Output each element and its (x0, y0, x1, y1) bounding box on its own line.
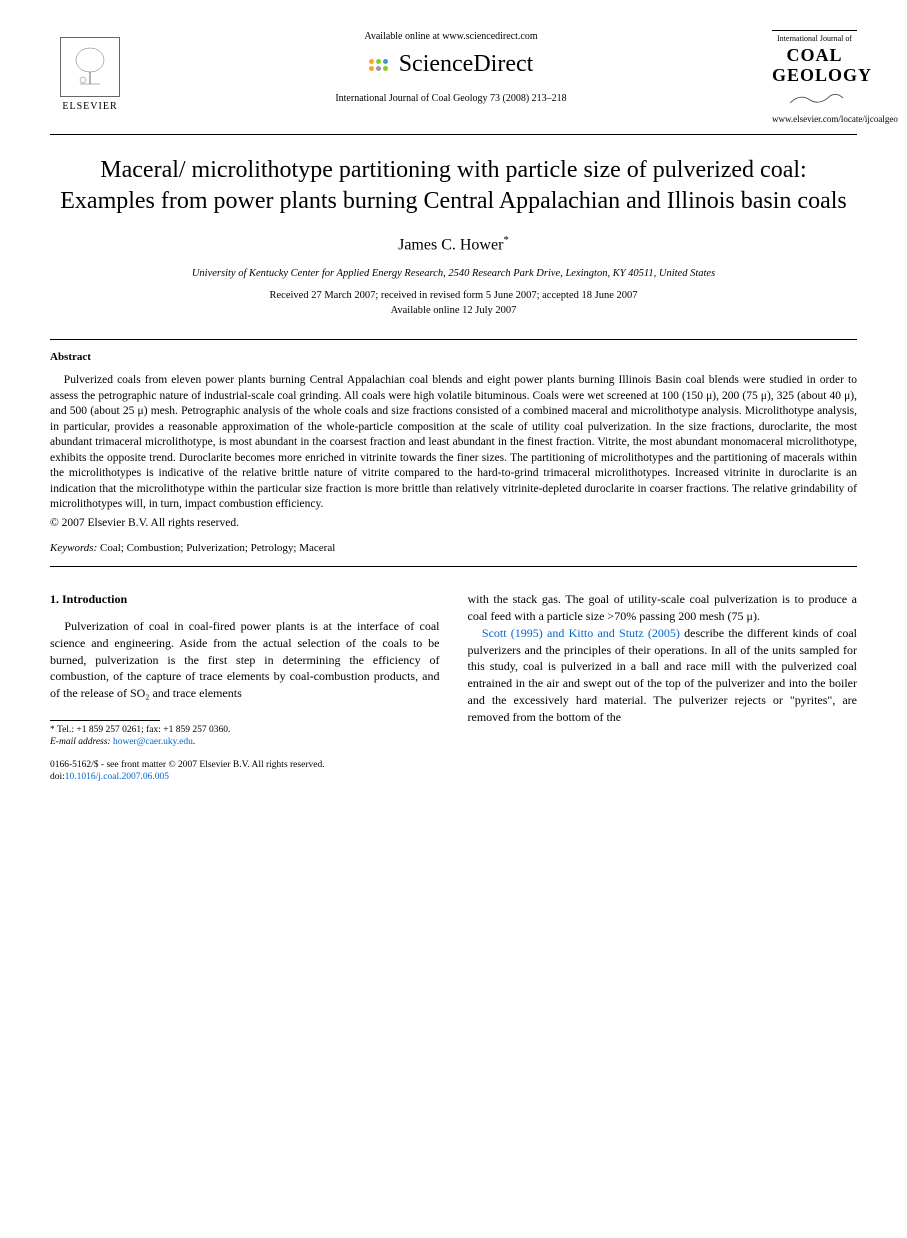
sciencedirect-logo: ScienceDirect (140, 48, 762, 82)
journal-logo: International Journal of COAL GEOLOGY ww… (772, 30, 857, 126)
body-columns: 1. Introduction Pulverization of coal in… (50, 591, 857, 783)
journal-url: www.elsevier.com/locate/ijcoalgeo (772, 113, 857, 126)
citation-link[interactable]: Scott (1995) and Kitto and Stutz (2005) (482, 626, 680, 640)
email-label: E-mail address: (50, 737, 111, 747)
intro-para-2-text: describe the different kinds of coal pul… (468, 626, 858, 724)
doi-block: 0166-5162/$ - see front matter © 2007 El… (50, 759, 440, 784)
sciencedirect-text: ScienceDirect (399, 48, 534, 82)
elsevier-label: ELSEVIER (62, 100, 117, 114)
article-dates: Received 27 March 2007; received in revi… (50, 289, 857, 318)
journal-decoration-icon (785, 88, 845, 108)
available-online-text: Available online at www.sciencedirect.co… (140, 30, 762, 44)
corresponding-author-footer: * Tel.: +1 859 257 0261; fax: +1 859 257… (50, 720, 440, 749)
header: ELSEVIER Available online at www.science… (50, 30, 857, 126)
intro-para-1: Pulverization of coal in coal-fired powe… (50, 618, 440, 702)
footer-rule (50, 720, 160, 721)
keywords-line: Keywords: Coal; Combustion; Pulverizatio… (50, 541, 857, 556)
column-left: 1. Introduction Pulverization of coal in… (50, 591, 440, 783)
author-line: James C. Hower* (50, 233, 857, 257)
column-right: with the stack gas. The goal of utility-… (468, 591, 858, 783)
abstract-top-rule (50, 339, 857, 340)
journal-reference: International Journal of Coal Geology 73… (140, 92, 762, 106)
elsevier-logo: ELSEVIER (50, 30, 130, 120)
article-title: Maceral/ microlithotype partitioning wit… (50, 155, 857, 217)
author-marker: * (503, 234, 509, 246)
email-link[interactable]: hower@caer.uky.edu (111, 737, 193, 747)
affiliation: University of Kentucky Center for Applie… (50, 267, 857, 282)
copyright-line: © 2007 Elsevier B.V. All rights reserved… (50, 515, 857, 531)
keywords-label: Keywords: (50, 542, 97, 554)
top-rule (50, 134, 857, 135)
doi-line: doi:10.1016/j.coal.2007.06.005 (50, 771, 440, 783)
intro-para-1-cont: with the stack gas. The goal of utility-… (468, 591, 858, 625)
email-suffix: . (193, 737, 195, 747)
doi-label: doi: (50, 772, 65, 782)
corr-contact: * Tel.: +1 859 257 0261; fax: +1 859 257… (50, 724, 440, 736)
received-date: Received 27 March 2007; received in revi… (50, 289, 857, 304)
header-center: Available online at www.sciencedirect.co… (130, 30, 772, 106)
abstract-text: Pulverized coals from eleven power plant… (50, 373, 857, 513)
doi-link[interactable]: 10.1016/j.coal.2007.06.005 (65, 772, 169, 782)
email-line: E-mail address: hower@caer.uky.edu. (50, 736, 440, 748)
journal-logo-small: International Journal of (772, 33, 857, 44)
author-name: James C. Hower (398, 236, 503, 253)
journal-logo-main: COAL GEOLOGY (772, 46, 857, 86)
abstract-bottom-rule (50, 566, 857, 567)
keywords-text: Coal; Combustion; Pulverization; Petrolo… (97, 542, 335, 554)
intro-para-2: Scott (1995) and Kitto and Stutz (2005) … (468, 625, 858, 726)
section-1-heading: 1. Introduction (50, 591, 440, 608)
issn-line: 0166-5162/$ - see front matter © 2007 El… (50, 759, 440, 771)
online-date: Available online 12 July 2007 (50, 304, 857, 319)
sciencedirect-dots-icon (369, 59, 393, 71)
elsevier-tree-icon (60, 37, 120, 97)
abstract-heading: Abstract (50, 350, 857, 365)
